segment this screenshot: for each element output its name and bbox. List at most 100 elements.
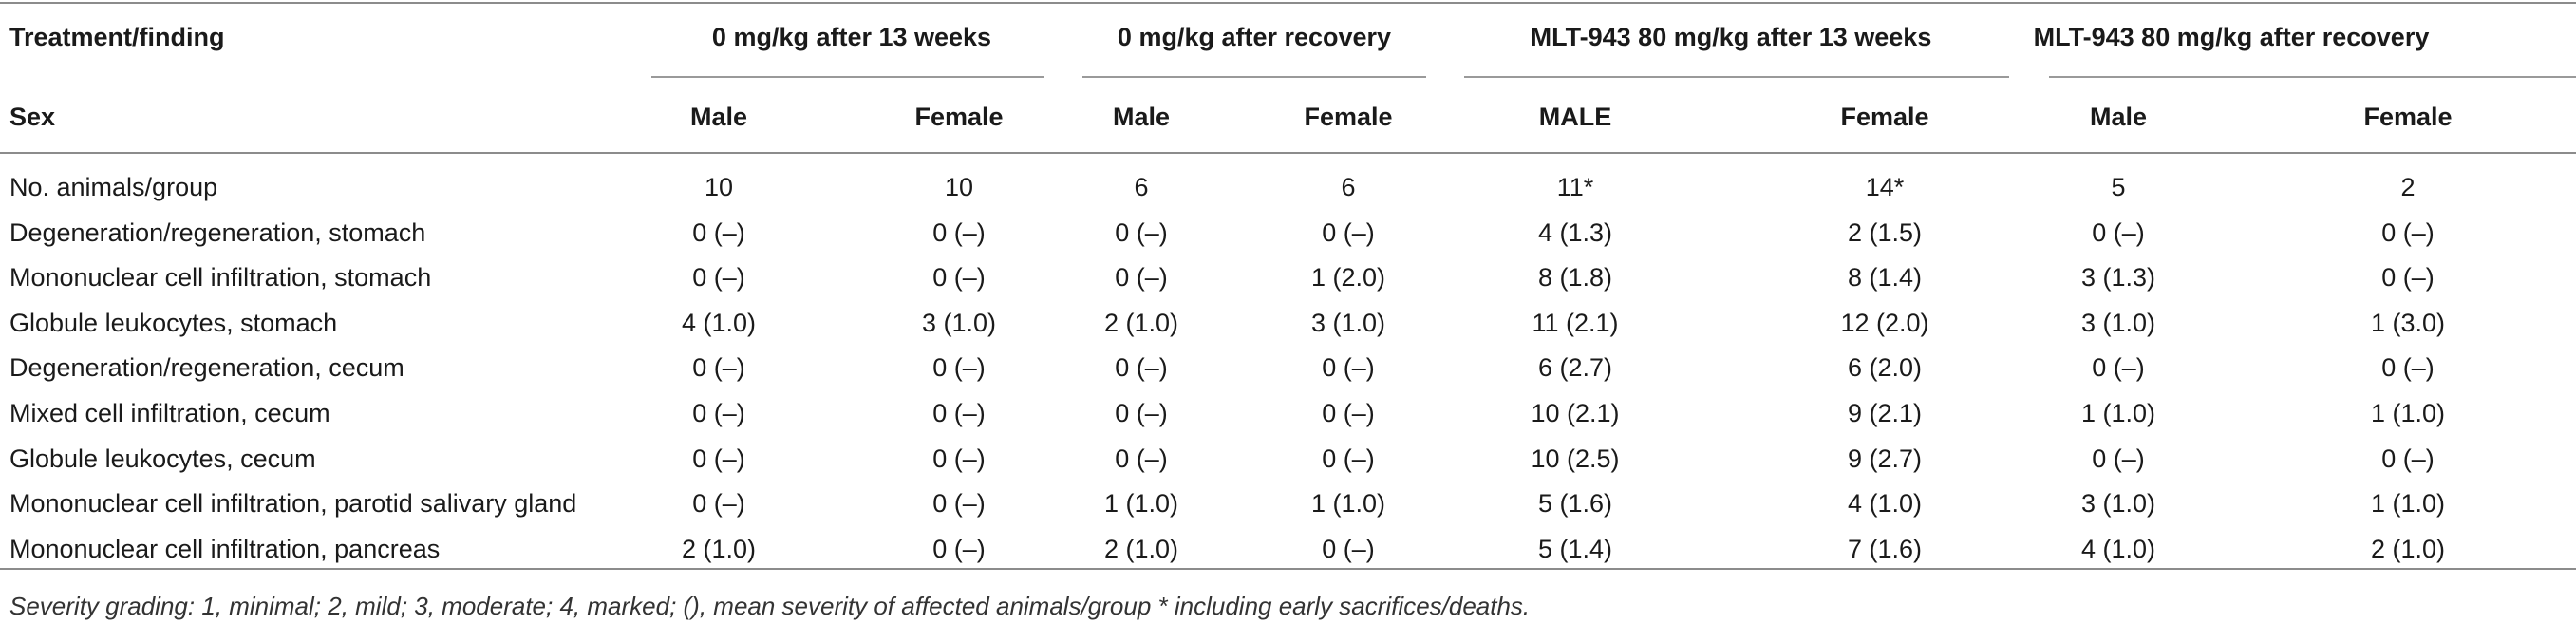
table-cell: 0 (–)	[692, 353, 745, 382]
table-cell: 9 (2.1)	[1847, 399, 1923, 427]
row-label: Mononuclear cell infiltration, parotid s…	[9, 489, 577, 518]
table-cell: 1 (1.0)	[2370, 489, 2446, 518]
table-cell: 3 (1.0)	[2080, 309, 2156, 337]
sex-header: MALE	[1538, 103, 1612, 131]
table-cell: 0 (–)	[932, 218, 986, 247]
table-cell: 6 (2.0)	[1847, 353, 1923, 382]
table-cell: 2 (1.0)	[681, 535, 757, 563]
table-cell: 0 (–)	[692, 444, 745, 473]
table-top-rule	[0, 2, 2576, 4]
table-cell: 5 (1.4)	[1537, 535, 1613, 563]
table-cell: 6 (2.7)	[1537, 353, 1613, 382]
table-cell: 2 (1.0)	[1103, 535, 1179, 563]
row-label: Globule leukocytes, cecum	[9, 444, 316, 473]
table-cell: 0 (–)	[2381, 263, 2435, 292]
table-cell: 0 (–)	[692, 218, 745, 247]
sex-header: Female	[2363, 103, 2453, 131]
table-cell: 0 (–)	[1322, 399, 1375, 427]
row-label: No. animals/group	[9, 173, 218, 201]
table-bottom-rule	[0, 568, 2576, 570]
table-cell: 1 (1.0)	[1310, 489, 1386, 518]
sex-header: Male	[1112, 103, 1171, 131]
table-cell: 10 (2.5)	[1531, 444, 1620, 473]
table-cell: 1 (2.0)	[1310, 263, 1386, 292]
table-cell: 8 (1.8)	[1537, 263, 1613, 292]
table-cell: 10 (2.1)	[1531, 399, 1620, 427]
table-cell: 4 (1.0)	[1847, 489, 1923, 518]
table-cell: 14*	[1865, 173, 1905, 201]
sex-header: Female	[1304, 103, 1393, 131]
table-cell: 4 (1.0)	[2080, 535, 2156, 563]
table-cell: 0 (–)	[692, 263, 745, 292]
table-cell: 0 (–)	[1322, 353, 1375, 382]
table-cell: 0 (–)	[1115, 353, 1168, 382]
row-label: Globule leukocytes, stomach	[9, 309, 338, 337]
sex-header: Male	[2089, 103, 2148, 131]
table-cell: 7 (1.6)	[1847, 535, 1923, 563]
table-cell: 4 (1.0)	[681, 309, 757, 337]
group-header-0mg-13wk: 0 mg/kg after 13 weeks	[711, 23, 992, 51]
group-rule-mlt-recovery	[2049, 76, 2576, 78]
table-cell: 1 (1.0)	[1103, 489, 1179, 518]
table-cell: 0 (–)	[932, 399, 986, 427]
table-cell: 6	[1134, 173, 1149, 201]
sex-header: Female	[914, 103, 1004, 131]
table-cell: 5	[2111, 173, 2126, 201]
table-cell: 0 (–)	[2381, 353, 2435, 382]
table-cell: 0 (–)	[932, 535, 986, 563]
sex-header: Female	[1840, 103, 1929, 131]
table-cell: 1 (1.0)	[2370, 399, 2446, 427]
table-cell: 0 (–)	[932, 489, 986, 518]
table-cell: 0 (–)	[932, 263, 986, 292]
table-cell: 4 (1.3)	[1537, 218, 1613, 247]
table-cell: 1 (1.0)	[2080, 399, 2156, 427]
table-cell: 5 (1.6)	[1537, 489, 1613, 518]
table-cell: 0 (–)	[1322, 444, 1375, 473]
group-rule-0mg-13wk	[651, 76, 1044, 78]
table-cell: 0 (–)	[2092, 444, 2145, 473]
table-cell: 6	[1341, 173, 1356, 201]
row-label: Degeneration/regeneration, stomach	[9, 218, 426, 247]
table-cell: 0 (–)	[692, 489, 745, 518]
group-header-0mg-recovery: 0 mg/kg after recovery	[1117, 23, 1392, 51]
table-cell: 0 (–)	[2092, 218, 2145, 247]
table-cell: 2 (1.0)	[1103, 309, 1179, 337]
table-cell: 1 (3.0)	[2370, 309, 2446, 337]
table-cell: 0 (–)	[2381, 444, 2435, 473]
group-rule-mlt-13wk	[1464, 76, 2009, 78]
table-cell: 0 (–)	[1322, 535, 1375, 563]
table-cell: 10	[944, 173, 974, 201]
table-cell: 0 (–)	[2092, 353, 2145, 382]
table-cell: 10	[704, 173, 734, 201]
group-header-mlt-recovery: MLT-943 80 mg/kg after recovery	[2033, 23, 2430, 51]
table-cell: 0 (–)	[1115, 444, 1168, 473]
table-cell: 0 (–)	[1115, 218, 1168, 247]
table-cell: 3 (1.0)	[921, 309, 997, 337]
table-cell: 0 (–)	[2381, 218, 2435, 247]
sex-header: Male	[689, 103, 748, 131]
table-cell: 0 (–)	[1322, 218, 1375, 247]
table-cell: 3 (1.0)	[2080, 489, 2156, 518]
table-cell: 0 (–)	[1115, 399, 1168, 427]
table-cell: 0 (–)	[1115, 263, 1168, 292]
table-cell: 11*	[1556, 173, 1594, 201]
table-cell: 11 (2.1)	[1532, 309, 1619, 337]
header-bottom-rule	[0, 152, 2576, 154]
table-cell: 3 (1.0)	[1310, 309, 1386, 337]
table-cell: 0 (–)	[692, 399, 745, 427]
row-label: Mixed cell infiltration, cecum	[9, 399, 330, 427]
header-sex: Sex	[9, 103, 56, 131]
table-footnote: Severity grading: 1, minimal; 2, mild; 3…	[9, 592, 1531, 620]
table-cell: 3 (1.3)	[2080, 263, 2156, 292]
group-rule-0mg-recovery	[1082, 76, 1426, 78]
row-label: Mononuclear cell infiltration, pancreas	[9, 535, 441, 563]
table-cell: 8 (1.4)	[1847, 263, 1923, 292]
row-label: Mononuclear cell infiltration, stomach	[9, 263, 432, 292]
table-cell: 2 (1.5)	[1847, 218, 1923, 247]
table-cell: 0 (–)	[932, 444, 986, 473]
group-header-mlt-13wk: MLT-943 80 mg/kg after 13 weeks	[1530, 23, 1932, 51]
table-cell: 9 (2.7)	[1847, 444, 1923, 473]
row-label: Degeneration/regeneration, cecum	[9, 353, 404, 382]
table-cell: 12 (2.0)	[1840, 309, 1929, 337]
table-cell: 2 (1.0)	[2370, 535, 2446, 563]
